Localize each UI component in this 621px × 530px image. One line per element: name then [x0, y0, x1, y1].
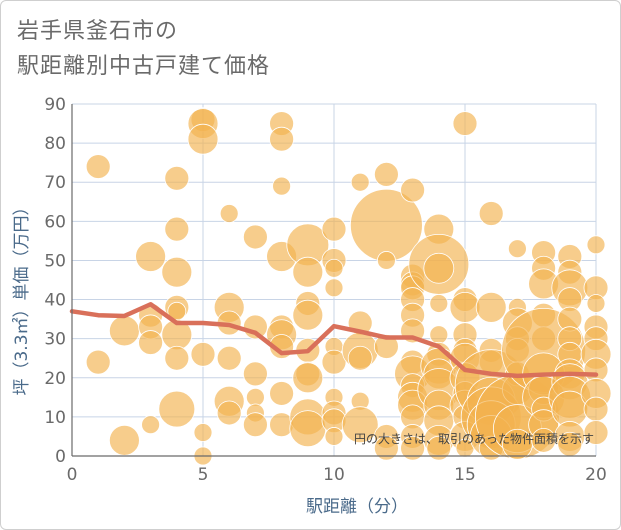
y-tick-label: 90: [44, 95, 66, 115]
average-price-line: [69, 301, 599, 379]
bubble-point: [216, 400, 242, 426]
x-tick-label: 5: [198, 465, 209, 485]
y-tick-label: 80: [44, 134, 66, 154]
bubble-point: [161, 256, 193, 288]
bubble-point: [269, 126, 295, 152]
y-tick-label: 70: [44, 173, 66, 193]
average-line-layer: [69, 301, 599, 379]
bubble-point: [586, 294, 606, 313]
bubble-point: [350, 172, 370, 192]
bubble-point: [475, 291, 507, 323]
bubble-point: [292, 256, 324, 288]
x-tick-label: 0: [67, 465, 78, 485]
bubble-point: [347, 345, 373, 371]
x-axis-title: 駅距離（分）: [306, 497, 408, 517]
bubble-point: [242, 224, 268, 250]
bubble-point: [141, 415, 161, 435]
bubble-point: [187, 123, 219, 155]
bubble-point: [449, 291, 481, 323]
y-tick-label: 30: [44, 330, 66, 350]
bubble-point: [583, 420, 609, 445]
bubble-point: [324, 258, 344, 278]
bubble-point: [452, 111, 478, 136]
bubble-point: [321, 216, 347, 242]
bubble-point: [324, 427, 344, 446]
bubble-point: [423, 252, 455, 284]
y-tick-label: 10: [44, 408, 66, 428]
bubble-point: [321, 349, 347, 375]
y-tick-label: 40: [44, 291, 66, 311]
bubble-point: [109, 315, 140, 347]
bubble-point: [400, 435, 426, 461]
bubble-point: [341, 406, 379, 444]
chart-title: 岩手県釜石市の 駅距離別中古戸建て価格: [17, 14, 270, 84]
bubble-point: [216, 345, 242, 371]
bubble-point: [190, 341, 216, 367]
bubble-point: [508, 239, 527, 259]
bubble-point: [164, 216, 190, 242]
bubble-point: [164, 165, 190, 191]
y-tick-label: 20: [44, 369, 66, 389]
x-tick-label: 15: [454, 465, 476, 485]
bubble-point: [272, 176, 292, 196]
bubble-point: [242, 361, 268, 387]
x-tick-label: 10: [323, 465, 345, 485]
bubble-point: [426, 435, 452, 461]
bubble-point: [269, 381, 295, 406]
x-tick-label: 20: [585, 465, 607, 485]
bubble-point: [135, 241, 167, 272]
bubble-point: [400, 177, 426, 203]
bubble-point: [289, 410, 327, 448]
bubble-point: [138, 330, 164, 355]
bubble-point: [429, 325, 449, 345]
bubble-layer: [85, 107, 612, 466]
bubble-point: [373, 161, 399, 187]
axes: [71, 104, 596, 457]
bubble-point: [478, 201, 504, 226]
bubble-point: [193, 423, 213, 442]
title-line-1: 岩手県釜石市の: [17, 19, 179, 44]
y-tick-label: 0: [55, 447, 66, 467]
y-tick-label: 50: [44, 251, 66, 271]
bubble-point: [429, 294, 449, 313]
bubble-point: [324, 278, 344, 298]
y-tick-label: 60: [44, 212, 66, 232]
bubble-point: [373, 435, 399, 461]
bubble-point: [85, 349, 111, 375]
bubble-point: [586, 235, 606, 255]
title-line-2: 駅距離別中古戸建て価格: [17, 54, 271, 79]
tick-labels: 0 10 20 30 40 50 60 70 80 90 0 5 10 15 20: [44, 95, 606, 485]
bubble-point: [292, 362, 324, 394]
size-note: 円の大きさは、取引のあった物件面積を示す: [354, 431, 594, 446]
bubble-point: [376, 251, 396, 270]
bubble-point: [109, 424, 140, 456]
bubble-point: [164, 345, 190, 371]
y-axis-title: 坪（3.3㎡）単価（万円）: [12, 198, 32, 395]
bubble-point: [158, 390, 196, 428]
bubble-point: [583, 396, 609, 422]
bubble-point: [219, 204, 239, 223]
bubble-point: [85, 154, 111, 179]
bubble-point: [292, 299, 324, 331]
bubble-point: [373, 334, 399, 359]
bubble-point: [242, 412, 268, 438]
